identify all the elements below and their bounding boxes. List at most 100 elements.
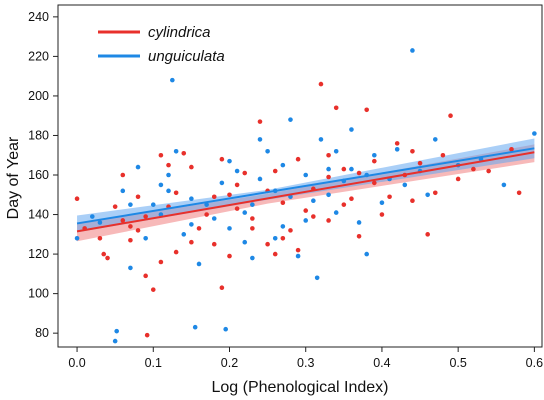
point-cylindrica — [295, 156, 301, 162]
point-cylindrica — [158, 152, 164, 158]
point-unguiculata — [189, 222, 194, 227]
point-cylindrica — [227, 253, 232, 259]
point-cylindrica — [410, 198, 415, 204]
point-cylindrica — [250, 216, 255, 221]
point-unguiculata — [250, 202, 255, 207]
point-cylindrica — [173, 249, 179, 255]
x-tick-label: 0.0 — [68, 356, 85, 370]
point-unguiculata — [280, 162, 286, 168]
point-cylindrica — [74, 196, 80, 202]
x-tick-label: 0.1 — [145, 356, 162, 370]
point-cylindrica — [486, 168, 491, 174]
point-cylindrica — [250, 226, 255, 231]
point-unguiculata — [326, 192, 331, 198]
point-unguiculata — [234, 168, 240, 174]
point-cylindrica — [112, 204, 118, 209]
point-unguiculata — [173, 148, 179, 154]
point-cylindrica — [158, 259, 164, 265]
point-cylindrica — [280, 200, 286, 205]
point-cylindrica — [509, 147, 514, 152]
point-cylindrica — [150, 287, 156, 292]
point-cylindrica — [120, 172, 126, 178]
point-unguiculata — [257, 137, 263, 142]
point-unguiculata — [402, 182, 408, 188]
point-unguiculata — [501, 182, 507, 188]
point-cylindrica — [135, 228, 141, 233]
y-tick-label: 160 — [28, 168, 49, 182]
point-cylindrica — [120, 218, 126, 223]
point-unguiculata — [311, 198, 316, 204]
point-unguiculata — [333, 210, 339, 215]
point-unguiculata — [166, 172, 171, 178]
point-cylindrica — [196, 226, 202, 231]
y-tick-label: 120 — [28, 247, 49, 261]
point-cylindrica — [143, 273, 148, 279]
point-unguiculata — [89, 214, 95, 219]
point-unguiculata — [158, 182, 164, 188]
point-unguiculata — [223, 326, 228, 332]
point-cylindrica — [242, 170, 248, 176]
point-unguiculata — [227, 158, 232, 164]
point-cylindrica — [410, 148, 415, 154]
point-unguiculata — [425, 192, 430, 198]
point-cylindrica — [333, 105, 339, 111]
point-unguiculata — [74, 235, 80, 241]
point-unguiculata — [97, 220, 103, 225]
fit-line-cylindrica — [76, 151, 535, 233]
point-unguiculata — [349, 127, 354, 132]
point-cylindrica — [105, 255, 110, 261]
y-tick-label: 220 — [28, 49, 49, 63]
point-unguiculata — [242, 239, 248, 245]
y-axis: 80 100 120 140 160 180 200 220 240 — [28, 10, 58, 340]
point-cylindrica — [234, 182, 240, 188]
point-cylindrica — [372, 180, 377, 186]
point-cylindrica — [234, 206, 240, 211]
point-unguiculata — [112, 338, 118, 344]
point-cylindrica — [318, 81, 324, 87]
point-unguiculata — [280, 224, 286, 229]
x-tick-label: 0.3 — [297, 356, 314, 370]
point-unguiculata — [166, 188, 171, 194]
point-cylindrica — [181, 150, 187, 156]
point-unguiculata — [356, 220, 362, 225]
point-unguiculata — [204, 202, 209, 207]
point-cylindrica — [448, 113, 453, 119]
point-cylindrica — [303, 208, 309, 213]
fit-lines — [76, 147, 535, 233]
point-cylindrica — [326, 218, 331, 223]
point-cylindrica — [364, 107, 369, 113]
point-unguiculata — [211, 216, 217, 221]
point-cylindrica — [219, 285, 225, 290]
point-cylindrica — [219, 156, 225, 162]
point-cylindrica — [128, 237, 133, 243]
point-unguiculata — [114, 328, 119, 334]
point-cylindrica — [211, 241, 217, 247]
point-cylindrica — [440, 152, 446, 158]
point-cylindrica — [280, 235, 286, 241]
point-unguiculata — [170, 77, 175, 83]
point-cylindrica — [387, 194, 392, 200]
ci-bands — [77, 138, 535, 242]
point-unguiculata — [394, 147, 400, 152]
point-unguiculata — [303, 172, 309, 178]
point-unguiculata — [379, 200, 385, 205]
point-unguiculata — [135, 164, 141, 170]
point-unguiculata — [150, 202, 156, 207]
point-cylindrica — [326, 152, 331, 158]
point-cylindrica — [189, 239, 194, 245]
y-tick-label: 100 — [28, 287, 49, 301]
point-unguiculata — [318, 137, 324, 142]
point-unguiculata — [250, 255, 255, 261]
point-cylindrica — [326, 174, 331, 180]
point-unguiculata — [532, 131, 537, 136]
point-cylindrica — [272, 168, 278, 174]
point-unguiculata — [333, 148, 339, 154]
point-cylindrica — [173, 190, 179, 196]
point-cylindrica — [471, 166, 476, 172]
point-cylindrica — [356, 233, 362, 239]
point-cylindrica — [356, 170, 362, 176]
point-cylindrica — [288, 228, 293, 233]
point-cylindrica — [135, 194, 141, 200]
point-cylindrica — [516, 190, 522, 196]
